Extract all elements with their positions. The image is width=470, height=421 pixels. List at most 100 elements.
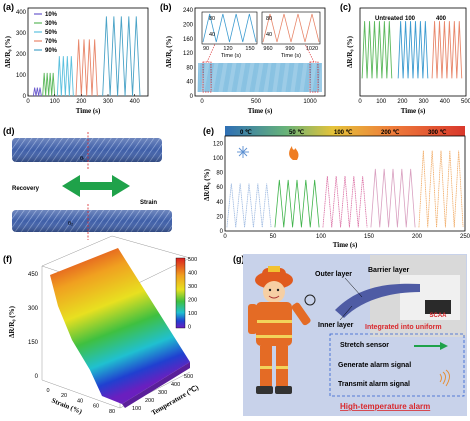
panel-b-band-lines (197, 62, 322, 93)
panel-f-strain-tick-1: 20 (61, 393, 67, 399)
panel-a-xtick-1: 100 (50, 99, 61, 105)
panel-a-ytick-3: 300 (16, 31, 27, 37)
panel-c-xlabel: Time (s) (401, 107, 426, 115)
panel-f-strain-ticks: 0 20 40 60 80 (46, 388, 115, 415)
panel-b-inset-1-ytick-0: 40 (209, 32, 215, 38)
panel-b-ytick-1: 40 (186, 80, 193, 86)
panel-b-inset-2-xtick-0: 960 (263, 46, 272, 52)
panel-b-ytick-5: 200 (183, 23, 194, 29)
stretch-arrow-icon (414, 342, 448, 350)
panel-b-frame (194, 7, 326, 97)
panel-f-ztick-2: 300 (28, 306, 39, 312)
panel-e-ytick-1: 20 (216, 214, 223, 220)
panel-c-xtick-5: 500 (461, 99, 470, 105)
panel-c-series-1 (397, 21, 429, 79)
panel-f-ztick-1: 150 (28, 340, 39, 346)
panel-c-series-0 (361, 21, 393, 79)
panel-f-zticks: 0 150 300 450 (28, 272, 39, 380)
panel-e-ytick-6: 120 (213, 141, 224, 147)
panel-f-temp-ticks: 100 200 300 400 500 (132, 374, 193, 412)
strain-label: Strain (140, 200, 157, 206)
panel-f-strain-tick-4: 80 (109, 409, 115, 415)
panel-d: (d) θ₁ Recovery Strain θ₂ (3, 126, 172, 240)
colorbar-tick-4: 100 (188, 311, 197, 317)
panel-f-temp-tick-1: 200 (145, 398, 154, 404)
panel-b-xtick-2: 1000 (303, 99, 317, 105)
panel-c-ylabel: ΔR/R₀ (%) (346, 35, 354, 68)
panel-b-ytick-4: 160 (183, 37, 194, 43)
panel-a-xtick-4: 400 (130, 99, 141, 105)
panel-a-legend-1: 30% (45, 21, 58, 27)
panel-b-inset-2-xtick-2: 1020 (306, 46, 318, 52)
panel-a-ytick-4: 400 (16, 10, 27, 16)
colorbar-tick-3: 200 (188, 298, 197, 304)
colorbar-tick-5: 0 (188, 325, 191, 331)
panel-e-series-0 (226, 183, 272, 228)
panel-c: (c) Untreated 100 400 0 100 200 300 400 500 T… (340, 2, 470, 115)
uniform-layers (335, 283, 420, 318)
panel-b-inset-2-xlabel: Time (s) (281, 53, 301, 59)
panel-c-xtick-3: 300 (419, 99, 430, 105)
panel-a-ytick-0: 0 (23, 94, 27, 100)
panel-a-legend-2: 50% (45, 30, 58, 36)
panel-a-yticks: 0 100 200 300 400 (16, 10, 27, 100)
panel-b-inset-2-line (262, 13, 320, 43)
panel-e-series-3 (370, 168, 416, 228)
theta-1-label: θ₁ (80, 156, 85, 162)
panel-b-zoom-line-1 (206, 43, 216, 63)
panel-b-xtick-0: 0 (200, 99, 204, 105)
panel-b-inset-1 (201, 11, 258, 45)
panel-a-xtick-3: 300 (103, 99, 114, 105)
panel-f-temp-tick-2: 300 (158, 390, 167, 396)
fiber-stretched-shade (12, 210, 172, 232)
panel-f-strain-tick-3: 60 (93, 404, 99, 410)
colorbar (175, 257, 186, 329)
temp-label-300: 300 ℃ (428, 129, 447, 136)
panel-a: (a) 10% 30% 50% 70% 90% 0 100 200 300 400 0 100 20… (3, 2, 149, 115)
fiber-relaxed-shade (12, 138, 162, 162)
panel-a-series-2 (56, 56, 74, 97)
firefighter-illustration (248, 266, 311, 394)
signal-wave-icon (439, 369, 450, 387)
panel-b-inset-1-series (202, 13, 257, 43)
generate-alarm-label: Generate alarm signal (338, 362, 411, 369)
panel-b-ylabel: ΔR/R₀ (%) (165, 35, 173, 68)
panel-e-series-2 (322, 176, 368, 228)
panel-g-label: (g) (233, 254, 245, 264)
panel-c-group-untreated: Untreated (375, 16, 403, 22)
panel-c-group-100: 100 (405, 16, 416, 22)
barrier-layer-label: Barrier layer (368, 267, 410, 274)
panel-b-ytick-2: 80 (186, 65, 193, 71)
panel-e-ytick-3: 60 (216, 185, 223, 191)
recovery-label: Recovery (12, 186, 40, 192)
panel-c-frame (359, 7, 467, 97)
panel-b-xlabel: Time (s) (248, 107, 273, 115)
panel-c-label: (c) (340, 2, 351, 12)
panel-b-ytick-6: 240 (183, 8, 194, 14)
panel-b-ytick-3: 120 (183, 51, 194, 57)
outer-layer-label: Outer layer (315, 271, 352, 278)
panel-e-series-4 (418, 150, 464, 228)
panel-a-ytick-2: 200 (16, 52, 27, 58)
panel-b-inset-1-ytick-1: 80 (209, 16, 215, 22)
panel-f-label: (f) (3, 254, 12, 264)
panel-b-ytick-0: 0 (190, 94, 194, 100)
temp-label-200: 200 ℃ (381, 129, 400, 136)
panel-e-series-1 (274, 179, 320, 228)
inner-layer-label: Inner layer (318, 322, 354, 329)
panel-e-ylabel: ΔR/R₀ (%) (203, 168, 211, 201)
high-temp-alarm-label: High-temperature alarm (340, 402, 430, 411)
temp-label-0: 0 ℃ (240, 129, 252, 136)
panel-e-xticks: 0 50 100 150 200 250 (223, 234, 470, 240)
panel-b-inset-2-xtick-1: 990 (285, 46, 294, 52)
panel-c-xtick-1: 100 (376, 99, 387, 105)
panel-e-ytick-4: 80 (216, 171, 223, 177)
panel-c-xtick-0: 0 (358, 99, 362, 105)
panel-e-series (226, 150, 464, 228)
panel-c-xtick-4: 400 (440, 99, 451, 105)
colorbar-tick-0: 500 (188, 257, 197, 263)
panel-a-xtick-2: 200 (76, 99, 87, 105)
integrated-label: Integrated into uniform (365, 324, 442, 331)
panel-a-legend-0: 10% (45, 12, 58, 18)
